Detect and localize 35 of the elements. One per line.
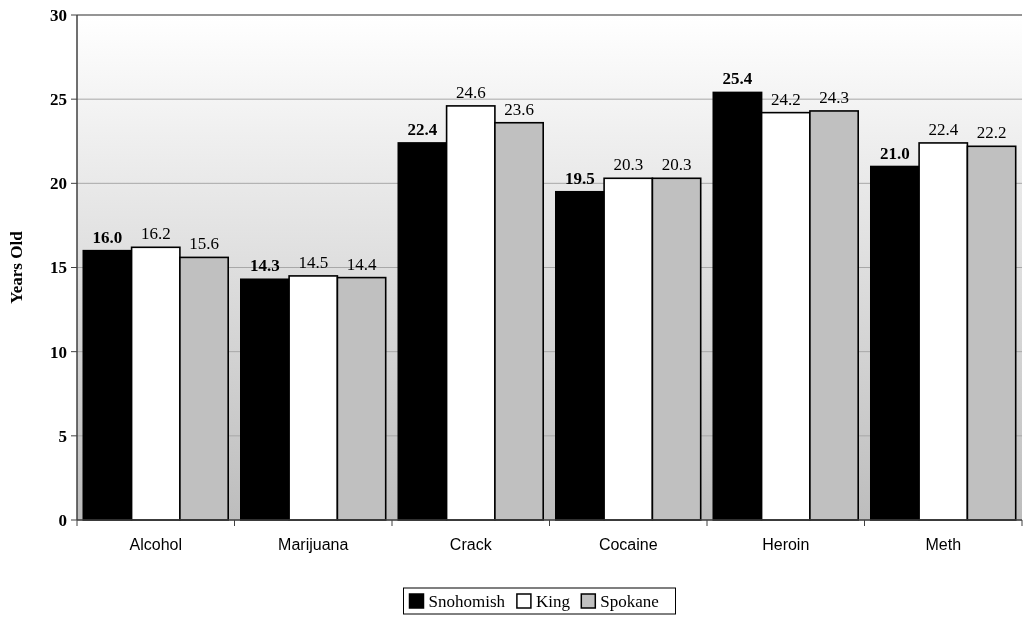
data-label: 20.3 [613,155,644,175]
data-label: 15.6 [189,234,219,254]
y-tick-label: 25 [50,90,67,110]
data-label: 16.0 [92,227,123,247]
y-tick-label: 20 [50,174,67,194]
data-label: 14.3 [250,256,280,276]
data-label: 24.6 [455,82,486,102]
y-tick-label: 10 [50,342,67,362]
data-label: 23.6 [504,99,534,119]
data-label: 14.5 [298,252,329,272]
data-label: 20.3 [661,155,692,175]
x-tick-label: Cocaine [598,536,658,553]
y-tick-label: 0 [58,510,67,530]
data-label: 22.4 [928,119,959,139]
data-label: 24.2 [770,89,801,109]
y-axis-title: Years Old [7,230,26,304]
y-tick-label: 15 [50,258,67,278]
data-label: 22.4 [407,119,438,139]
data-label: 25.4 [722,69,753,89]
data-label: 14.4 [346,254,377,274]
data-label: 19.5 [565,168,595,188]
data-label: 22.2 [976,123,1007,143]
y-tick-label: 5 [58,426,67,446]
x-tick-label: Marijuana [278,536,349,553]
legend-label: King [535,592,571,611]
legend-label: Spokane [600,592,659,611]
data-label: 16.2 [140,224,171,244]
x-tick-label: Heroin [762,536,810,553]
data-label: 21.0 [880,143,910,163]
x-tick-label: Alcohol [129,536,182,553]
legend-label: Snohomish [428,592,506,611]
x-tick-label: Crack [449,536,493,553]
x-tick-label: Meth [925,536,962,553]
y-tick-label: 30 [50,5,67,25]
data-label: 24.3 [819,87,849,107]
